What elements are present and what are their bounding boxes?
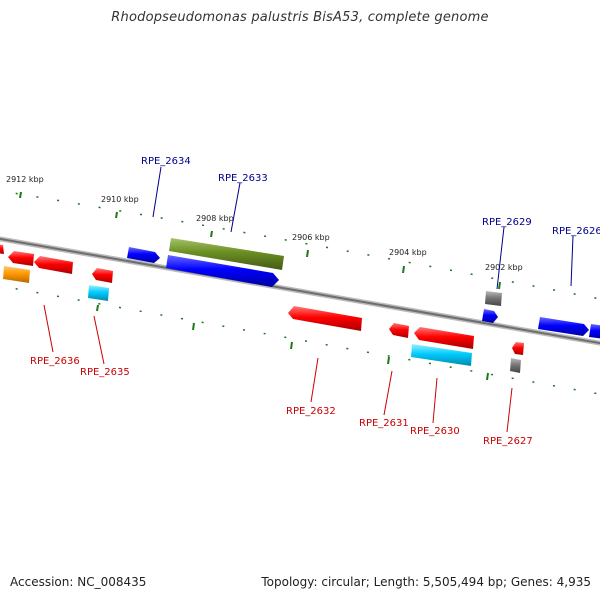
gene-rpe-2634[interactable]: [127, 247, 160, 263]
gene-blue-long[interactable]: [166, 255, 279, 287]
gene-label-rpe-2627[interactable]: RPE_2627: [483, 436, 533, 447]
gene-blue-edge[interactable]: [589, 324, 600, 339]
accession-text: Accession: NC_008435: [10, 575, 147, 589]
gene-label-rpe-2629[interactable]: RPE_2629: [482, 217, 532, 228]
gene-label-rpe-2631[interactable]: RPE_2631: [359, 418, 409, 429]
gene-label-rpe-2636[interactable]: RPE_2636: [30, 356, 80, 367]
gene-rpe-2631[interactable]: [389, 323, 409, 338]
reverse-label-lines: [43, 304, 513, 433]
gene-rpe-2629[interactable]: [485, 291, 502, 306]
map-title: Rhodopseudomonas palustris BisA53, compl…: [111, 10, 489, 25]
gene-orange[interactable]: [3, 266, 30, 283]
major-ticks: [19, 191, 501, 381]
gene-label-rpe-2634[interactable]: RPE_2634: [141, 156, 191, 167]
scale-label: 2906 kbp: [292, 233, 330, 242]
gene-label-rpe-2626[interactable]: RPE_2626: [552, 226, 600, 237]
gene-blue-small[interactable]: [482, 309, 498, 323]
outer-scale-track: [0, 190, 600, 300]
gene-rpe-2626[interactable]: [538, 317, 589, 336]
gene-rpe-2630-red[interactable]: [414, 327, 474, 349]
scale-label: 2908 kbp: [196, 214, 234, 223]
gene-rpe-2635[interactable]: [88, 285, 109, 301]
gene-red-tiny[interactable]: [512, 342, 524, 355]
gene-label-rpe-2635[interactable]: RPE_2635: [80, 367, 130, 378]
scale-label: 2904 kbp: [389, 248, 427, 257]
gene-rpe-2633[interactable]: [169, 238, 284, 270]
inner-scale-track: [0, 285, 600, 395]
gene-rpe-2630[interactable]: [411, 344, 472, 366]
gene-rpe-2632[interactable]: [288, 306, 362, 331]
forward-label-lines: [152, 166, 574, 290]
gene-red-mid[interactable]: [34, 256, 73, 274]
reverse-genes: [0, 244, 524, 373]
gene-label-rpe-2633[interactable]: RPE_2633: [218, 173, 268, 184]
gene-label-rpe-2632[interactable]: RPE_2632: [286, 406, 336, 417]
forward-genes: [127, 238, 600, 339]
gene-rpe-2636[interactable]: [8, 251, 34, 266]
scale-label: 2902 kbp: [485, 263, 523, 272]
gene-red-edge[interactable]: [0, 244, 4, 254]
genome-summary-text: Topology: circular; Length: 5,505,494 bp…: [261, 575, 591, 589]
gene-label-rpe-2630[interactable]: RPE_2630: [410, 426, 460, 437]
gene-rpe-2635-red[interactable]: [92, 268, 113, 283]
scale-label: 2912 kbp: [6, 175, 44, 184]
scale-label: 2910 kbp: [101, 195, 139, 204]
gene-rpe-2627[interactable]: [510, 358, 521, 373]
